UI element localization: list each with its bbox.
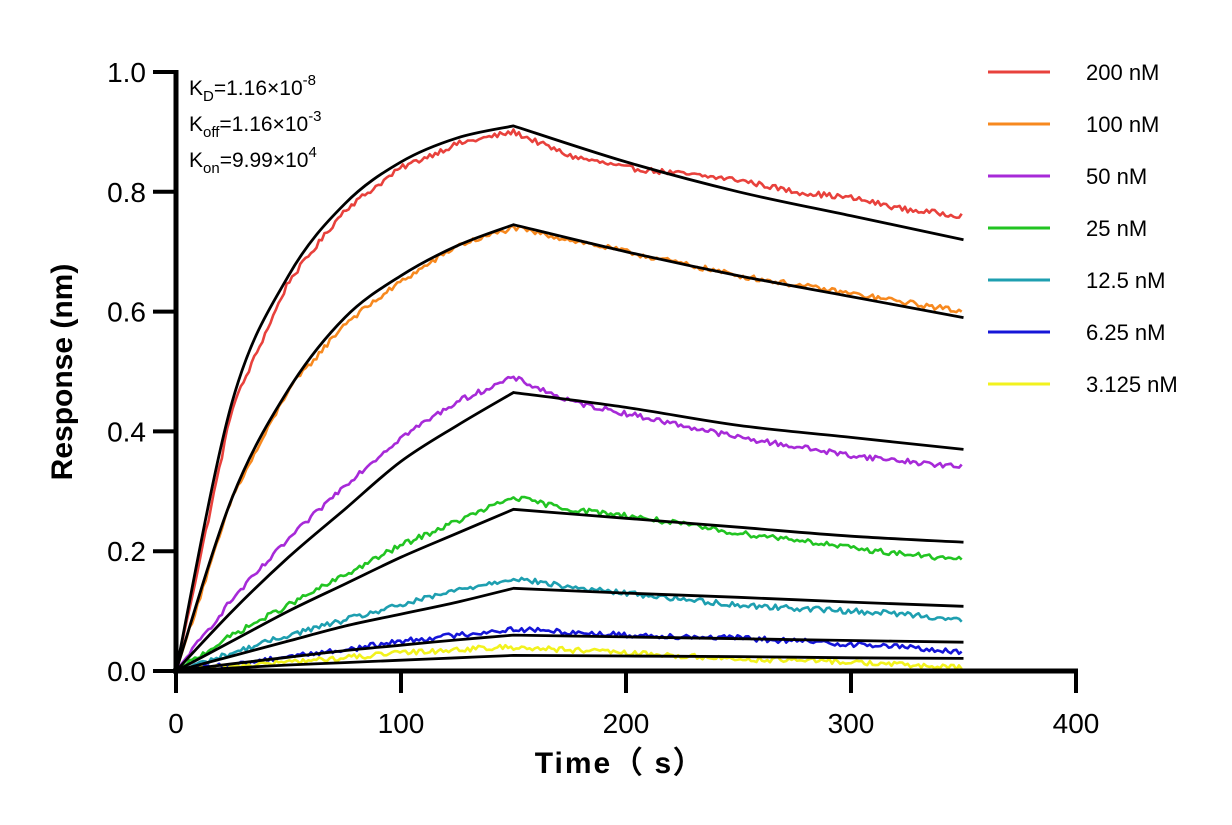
- x-tick-label: 100: [378, 708, 425, 739]
- kinetic-constant-label: Koff=1.16×10-3: [189, 108, 322, 141]
- series-fit-line: [174, 391, 964, 672]
- series-measured-line: [175, 495, 963, 673]
- x-axis-title: Time（ s）: [535, 746, 706, 780]
- series-measured-line: [174, 375, 963, 672]
- legend-label: 12.5 nM: [1086, 268, 1166, 293]
- legend-label: 100 nM: [1086, 112, 1159, 137]
- kinetic-constant-label: Kon=9.99×104: [189, 144, 317, 177]
- legend: 200 nM 100 nM 50 nM 25 nM 12.5 nM 6.25 nM 3.12…: [988, 60, 1178, 397]
- series-measured-line: [174, 224, 963, 672]
- ticks: 0 100 200 300 400 0.0 0.2 0.4 0.6 0.8 1.0: [107, 57, 1099, 739]
- y-tick-label: 0.6: [107, 297, 146, 328]
- x-tick-label: 200: [603, 708, 650, 739]
- series-measured-line: [175, 576, 963, 673]
- series-layer: [174, 124, 964, 673]
- y-tick-label: 1.0: [107, 57, 146, 88]
- x-tick-label: 300: [828, 708, 875, 739]
- y-tick-label: 0.8: [107, 177, 146, 208]
- legend-label: 200 nM: [1086, 60, 1159, 85]
- series-measured-line: [174, 128, 963, 672]
- series-fit-line: [175, 653, 964, 673]
- y-tick-label: 0.2: [107, 536, 146, 567]
- legend-label: 3.125 nM: [1086, 372, 1178, 397]
- series-measured-line: [175, 643, 963, 673]
- y-tick-label: 0.0: [107, 656, 146, 687]
- series-fit-line: [174, 223, 964, 672]
- legend-label: 25 nM: [1086, 216, 1147, 241]
- y-tick-label: 0.4: [107, 416, 146, 447]
- legend-label: 50 nM: [1086, 164, 1147, 189]
- series-fit-line: [174, 124, 964, 672]
- series-fit-line: [175, 586, 964, 673]
- y-axis-title: Response (nm): [46, 264, 79, 481]
- series-fit-line: [175, 633, 964, 673]
- kinetic-constant-label: KD=1.16×10-8: [189, 72, 316, 105]
- x-tick-label: 0: [168, 708, 184, 739]
- x-tick-label: 400: [1053, 708, 1100, 739]
- series-fit-line: [175, 507, 964, 673]
- legend-label: 6.25 nM: [1086, 320, 1166, 345]
